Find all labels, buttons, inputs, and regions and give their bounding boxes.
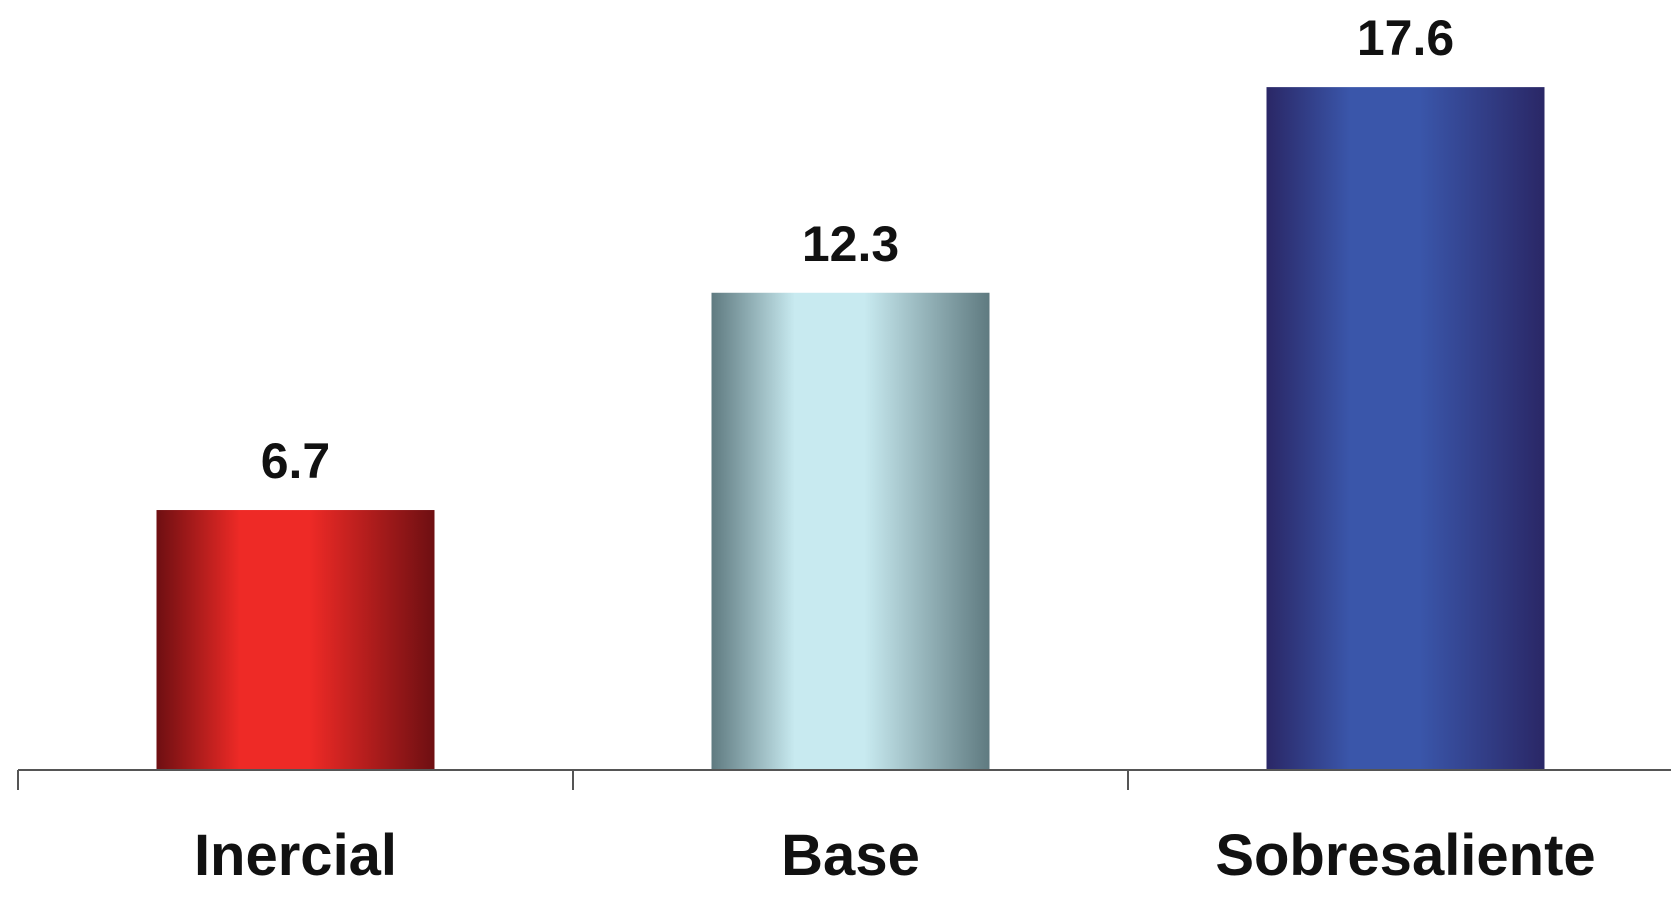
value-label-sobresaliente: 17.6 [1357,10,1454,66]
value-label-inercial: 6.7 [261,433,331,489]
category-labels-layer: Inercial Base Sobresaliente [194,823,1596,888]
category-label-sobresaliente: Sobresaliente [1215,823,1595,888]
bars-layer [156,87,1545,771]
bar-sobresaliente [1266,87,1545,771]
bar-inercial [156,510,435,770]
bar-base [711,292,990,770]
x-axis [17,769,1671,790]
category-label-inercial: Inercial [194,823,397,888]
category-label-base: Base [781,823,920,888]
value-labels-layer: 6.7 12.3 17.6 [261,10,1454,489]
value-label-base: 12.3 [802,216,899,272]
